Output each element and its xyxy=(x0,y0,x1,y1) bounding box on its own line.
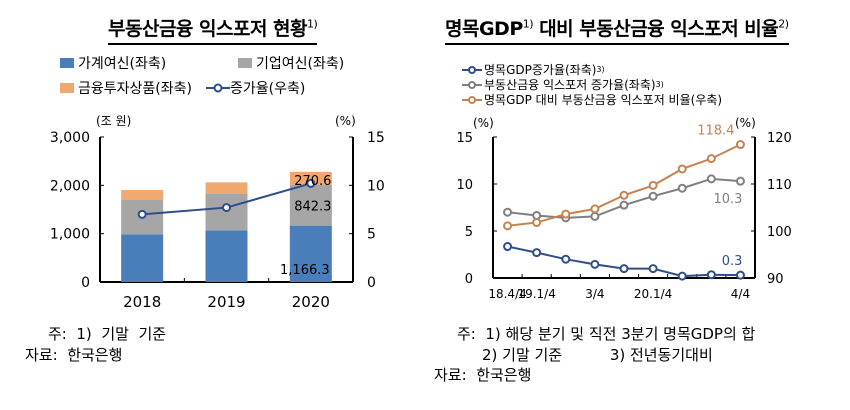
y-tick-label-right: 15 xyxy=(367,130,385,146)
end-data-label: 118.4 xyxy=(697,124,734,139)
legend-exposure-growth: 부동산금융 익스포저 증가율(좌축) 3) xyxy=(460,77,722,92)
series-point xyxy=(532,218,542,228)
y-tick-label-right: 0 xyxy=(367,275,376,291)
y-tick-label-left: 5 xyxy=(465,225,473,240)
left-chart: 0 1,000 2,000 3,000 0 5 10 15 (조 원) (%) 2018 2019 20… xyxy=(50,114,385,311)
growth-rate-point xyxy=(222,203,231,213)
y-tick-label-right: 10 xyxy=(367,178,385,194)
left-note: 주: 1) 기말 기준 xyxy=(48,325,167,343)
series-point xyxy=(619,190,629,200)
y-tick-label-left: 15 xyxy=(456,131,473,146)
x-tick-label: 20.1/4 xyxy=(634,287,672,301)
series-point xyxy=(503,221,513,231)
y-tick-label-left: 0 xyxy=(81,275,90,291)
growth-rate-point xyxy=(137,209,147,219)
legend-exposure-ratio: 명목GDP 대비 부동산금융 익스포저 비율(우축) xyxy=(460,92,722,107)
y-tick-label-left: 10 xyxy=(456,178,473,193)
bar-segment xyxy=(289,184,332,226)
y-tick-label-left: 2,000 xyxy=(50,178,90,194)
x-tick-label: 19.1/4 xyxy=(517,287,555,301)
right-note-1: 주: 1) 해당 분기 및 직전 3분기 명목GDP의 합 xyxy=(457,325,756,343)
right-chart: 0 5 10 15 90 100 110 120 (%) (%) 18.4/419.1/4 3/4 20… xyxy=(456,116,792,301)
series-point xyxy=(735,176,745,186)
y-tick-label-right: 100 xyxy=(767,225,792,240)
legend-growth-rate: 증가율(우축) xyxy=(206,78,305,98)
legend-swatch xyxy=(238,58,252,68)
series-point xyxy=(619,200,629,210)
y-tick-label-left: 1,000 xyxy=(50,227,90,243)
series-point xyxy=(561,209,571,219)
series-point xyxy=(503,242,513,252)
bar-segment xyxy=(121,190,164,200)
data-label: 270.6 xyxy=(294,174,331,189)
series-point xyxy=(648,180,658,190)
series-point xyxy=(532,210,542,220)
y-tick-label-left: 3,000 xyxy=(50,130,90,146)
right-source: 자료: 한국은행 xyxy=(434,366,532,384)
y-tick-label-right: 90 xyxy=(767,272,784,287)
x-tick-label: 18.4/4 xyxy=(488,287,526,301)
end-data-label: 0.3 xyxy=(722,254,743,269)
series-point xyxy=(648,191,658,201)
bar-segment xyxy=(205,182,248,194)
legend-financial-products: 금융투자상품(좌축) xyxy=(60,78,192,98)
bar-segment xyxy=(289,225,332,282)
series-point xyxy=(677,271,687,281)
legend-swatch xyxy=(60,58,74,68)
series-point xyxy=(619,264,629,274)
x-tick-label: 2020 xyxy=(292,293,330,311)
left-chart-title: 부동산금융 익스포저 현황1) xyxy=(108,14,318,45)
legend-line-marker xyxy=(206,83,230,93)
y-tick-label-right: 110 xyxy=(767,178,792,193)
series-point xyxy=(706,154,716,164)
bar-segment xyxy=(205,193,248,231)
right-axis-unit: (%) xyxy=(335,114,356,128)
right-legend: 명목GDP증가율(좌축) 3) 부동산금융 익스포저 증가율(좌축) 3) 명목GD… xyxy=(460,62,722,107)
series-point xyxy=(706,174,716,184)
bar-segment xyxy=(289,171,332,185)
data-label: 1,166.3 xyxy=(280,263,330,278)
series-point xyxy=(677,183,687,193)
legend-household: 가계여신(좌축) xyxy=(60,53,166,73)
left-source: 자료: 한국은행 xyxy=(25,346,123,364)
left-axis-unit: (조 원) xyxy=(96,114,131,128)
x-tick-label: 2019 xyxy=(207,293,245,311)
series-point xyxy=(706,270,716,280)
series-point xyxy=(735,140,745,150)
series-point xyxy=(561,254,571,264)
series-point xyxy=(735,270,745,280)
growth-rate-point xyxy=(306,178,316,188)
series-point xyxy=(590,204,600,214)
series-point xyxy=(532,248,542,258)
x-tick-label: 3/4 xyxy=(585,287,604,301)
series-point xyxy=(590,211,600,221)
right-chart-title: 명목GDP1) 대비 부동산금융 익스포저 비율2) xyxy=(445,14,789,45)
end-data-label: 10.3 xyxy=(713,192,742,207)
left-axis-unit: (%) xyxy=(473,116,494,130)
series-point xyxy=(503,207,513,217)
bar-segment xyxy=(121,234,164,282)
y-tick-label-left: 0 xyxy=(465,272,473,287)
right-axis-unit: (%) xyxy=(735,116,756,130)
x-tick-label: 4/4 xyxy=(731,287,750,301)
legend-gdp-growth: 명목GDP증가율(좌축) 3) xyxy=(460,62,722,77)
legend-corporate: 기업여신(좌축) xyxy=(238,53,344,73)
series-line xyxy=(507,143,741,227)
y-tick-label-right: 120 xyxy=(767,131,792,146)
series-point xyxy=(677,164,687,174)
bar-segment xyxy=(205,230,248,282)
legend-swatch xyxy=(60,83,74,93)
y-tick-label-right: 5 xyxy=(367,227,376,243)
series-point xyxy=(590,259,600,269)
x-tick-label: 2018 xyxy=(123,293,161,311)
right-note-2: 2) 기말 기준 3) 전년동기대비 xyxy=(482,346,713,364)
data-label: 842.3 xyxy=(294,199,331,214)
series-point xyxy=(648,264,658,274)
